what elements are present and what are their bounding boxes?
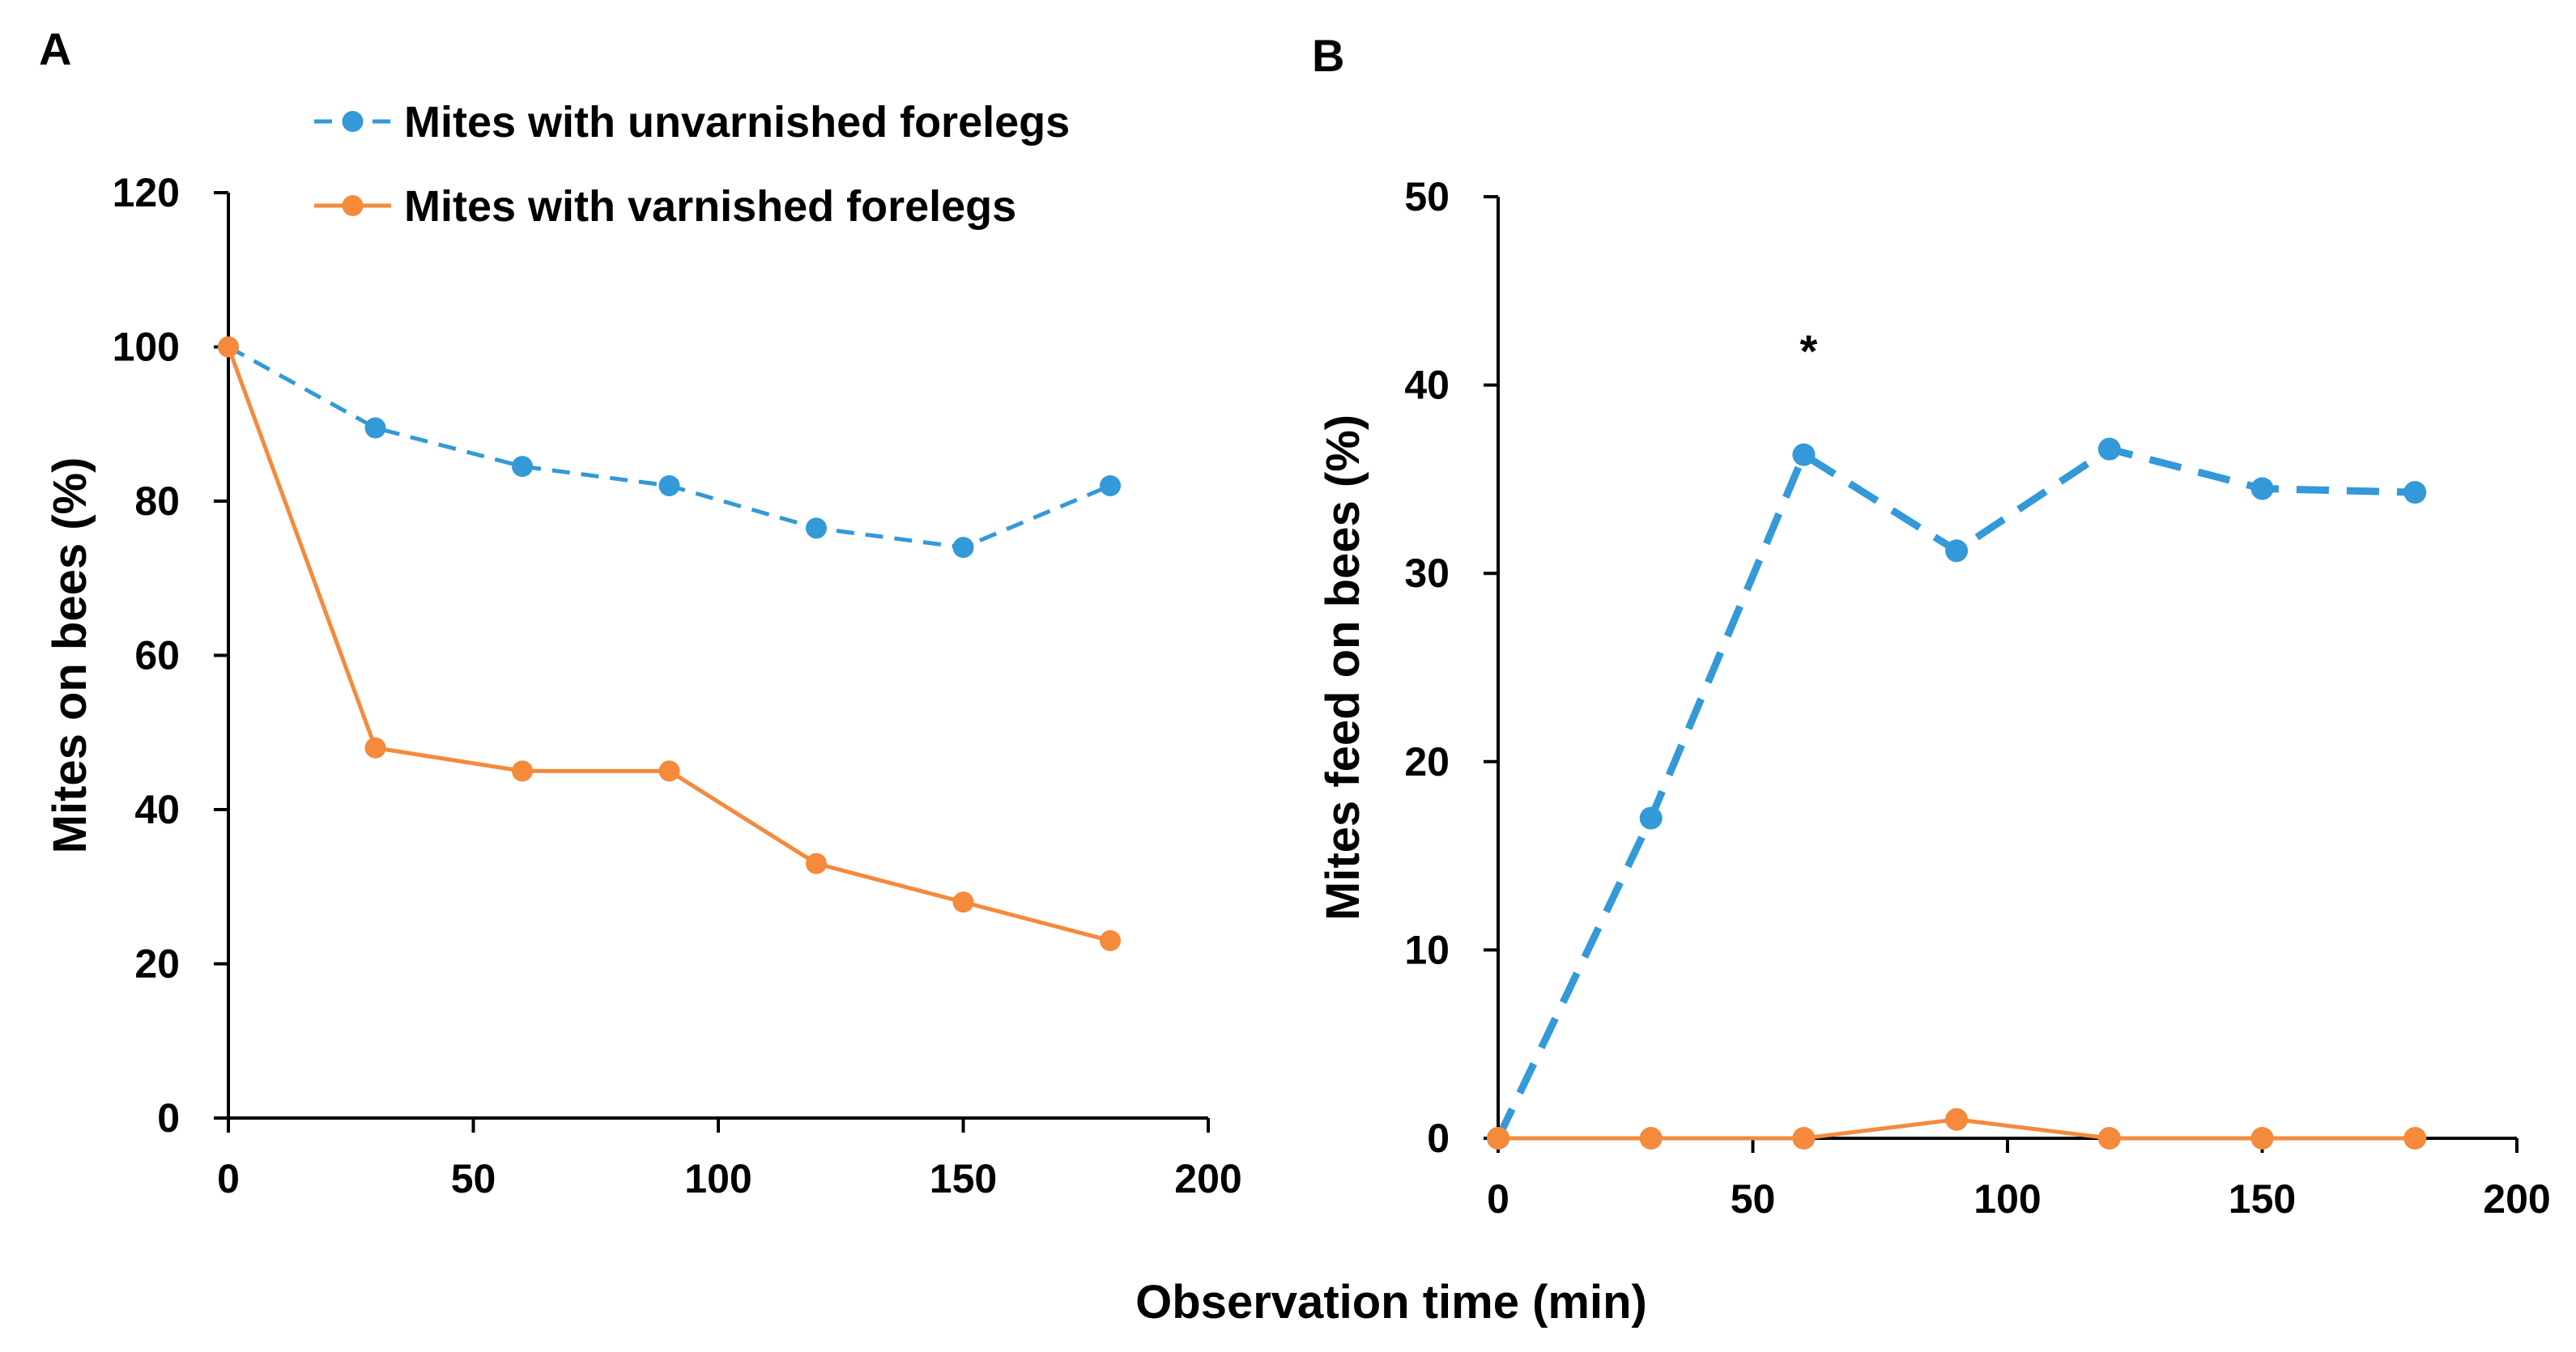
data-point-varnished [952, 891, 974, 913]
data-point-unvarnished [512, 456, 533, 478]
y-tick-label: 20 [1404, 739, 1450, 784]
panel-a: A 0 20 40 60 80 100 120 0 50 100 150 200 Mites on bee… [39, 23, 1242, 1201]
data-point-varnished [364, 737, 386, 759]
x-tick-label: 0 [217, 1156, 240, 1201]
y-tick-label: 120 [113, 170, 180, 215]
y-tick-label: 50 [1404, 174, 1450, 219]
series-line-varnished [226, 346, 1111, 943]
data-point-unvarnished [1792, 443, 1816, 466]
data-point-varnished [1792, 1127, 1816, 1150]
y-tick-label: 80 [134, 478, 180, 524]
y-tick-label: 10 [1404, 927, 1450, 972]
x-tick-label: 200 [2483, 1176, 2550, 1222]
data-point-unvarnished [364, 417, 386, 439]
data-point-varnished [1639, 1127, 1663, 1150]
x-tick-label: 0 [1487, 1176, 1509, 1222]
panel-label: A [39, 23, 71, 74]
data-point-varnished [658, 760, 680, 782]
x-tick-label: 50 [1731, 1176, 1776, 1222]
data-point-unvarnished [2250, 477, 2274, 500]
y-tick-label: 40 [1404, 363, 1450, 408]
series-line-unvarnished [227, 345, 1111, 550]
data-point-unvarnished [2404, 481, 2427, 504]
y-tick-label: 40 [134, 787, 180, 832]
y-tick-label: 30 [1404, 551, 1450, 596]
panel-label: B [1312, 30, 1344, 81]
legend-swatch-marker [342, 195, 364, 216]
data-point-varnished [1945, 1108, 1969, 1131]
x-tick-label: 150 [930, 1156, 997, 1201]
data-point-unvarnished [1945, 539, 1969, 563]
x-tick-label: 150 [2229, 1176, 2296, 1222]
significance-marker: * [1800, 325, 1818, 376]
data-point-unvarnished [806, 517, 827, 539]
panel-b: B 0 10 20 30 40 50 0 50 100 150 200 Mites feed on be… [1312, 30, 2551, 1222]
data-point-varnished [2097, 1127, 2121, 1150]
y-tick-label: 100 [113, 325, 180, 370]
y-axis-title: Mites on bees (%) [44, 457, 96, 854]
data-point-unvarnished [1639, 806, 1663, 830]
legend-swatch-marker [342, 111, 364, 132]
data-point-varnished [1487, 1127, 1509, 1150]
data-point-varnished [806, 852, 827, 874]
y-tick-label: 20 [134, 942, 180, 987]
data-point-varnished [512, 760, 533, 782]
x-tick-label: 100 [684, 1156, 752, 1201]
data-point-varnished [218, 336, 239, 358]
y-axis-title: Mites feed on bees (%) [1317, 415, 1369, 920]
legend-label: Mites with unvarnished forelegs [404, 98, 1070, 147]
data-point-unvarnished [952, 537, 974, 559]
x-tick-label: 200 [1174, 1156, 1241, 1201]
y-tick-label: 60 [134, 633, 180, 678]
legend-label: Mites with varnished forelegs [404, 182, 1016, 231]
data-point-varnished [1100, 929, 1121, 951]
x-tick-label: 100 [1974, 1176, 2041, 1222]
x-tick-label: 50 [451, 1156, 496, 1201]
data-point-unvarnished [1100, 474, 1121, 496]
data-point-varnished [2404, 1127, 2427, 1150]
y-tick-label: 0 [1427, 1116, 1450, 1161]
data-point-unvarnished [2097, 437, 2121, 461]
y-tick-label: 0 [157, 1095, 180, 1141]
shared-x-axis-title: Observation time (min) [1135, 1276, 1647, 1329]
data-point-varnished [2250, 1127, 2274, 1150]
data-point-unvarnished [658, 474, 680, 496]
